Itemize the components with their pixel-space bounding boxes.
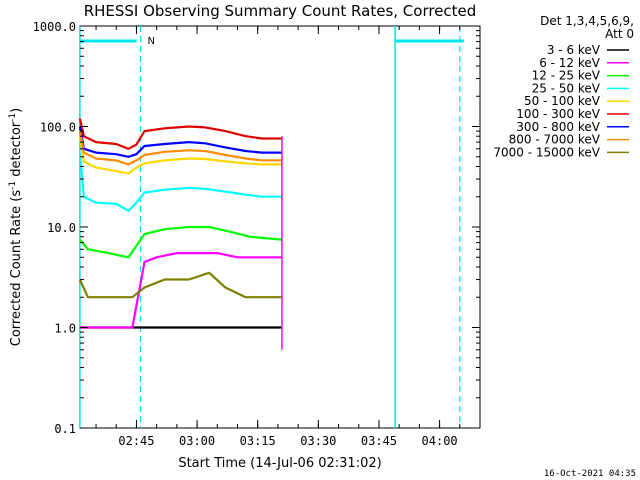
x-tick-label: 04:00 [422,434,458,448]
chart-title: RHESSI Observing Summary Count Rates, Co… [84,2,477,20]
legend-label: 12 - 25 keV [532,69,601,83]
legend-label: 50 - 100 keV [524,94,601,108]
series-line-8 [78,130,282,166]
y-tick-label: 1.0 [54,322,76,336]
series-line-9 [78,271,282,299]
legend-header-line-1: Det 1,3,4,5,6,9, [540,14,634,28]
x-tick-label: 03:30 [300,434,336,448]
x-tick-label: 03:15 [240,434,276,448]
y-tick-label: 0.1 [54,422,76,436]
legend-label: 3 - 6 keV [547,43,601,57]
legend-label: 100 - 300 keV [516,107,600,121]
series-line-4 [78,152,282,212]
y-tick-label: 1000.0 [33,20,76,34]
y-tick-label: 100.0 [40,121,76,135]
series-line-7 [78,126,282,158]
legend-label: 6 - 12 keV [539,56,601,70]
flag-label: N [147,36,154,47]
series-line-6 [78,118,282,150]
legend-label: 300 - 800 keV [516,120,600,134]
legend-header-line-2: Att 0 [605,27,634,41]
legend-label: 7000 - 15000 keV [493,145,600,159]
x-axis-label: Start Time (14-Jul-06 02:31:02) [178,456,381,471]
footer-timestamp: 16-Oct-2021 04:35 [544,469,636,479]
legend-label: 800 - 7000 keV [509,133,601,147]
y-axis-label: Corrected Count Rate (s-1 detector-1) [8,108,24,346]
plot-area: N 0.1 1.0 10.0 100.0 1000.0 02:45 03:00 03:15 03… [33,20,481,448]
legend-label: 25 - 50 keV [532,81,601,95]
series-line-5 [78,136,282,175]
x-tick-label: 02:45 [118,434,154,448]
y-tick-label: 10.0 [47,221,76,235]
x-tick-label: 03:00 [179,434,215,448]
x-tick-label: 03:45 [361,434,397,448]
series-line-2 [79,252,282,329]
svg-text:Corrected Count Rate (s-1 dete: Corrected Count Rate (s-1 detector-1) [8,108,24,346]
series-line-3 [79,225,283,259]
